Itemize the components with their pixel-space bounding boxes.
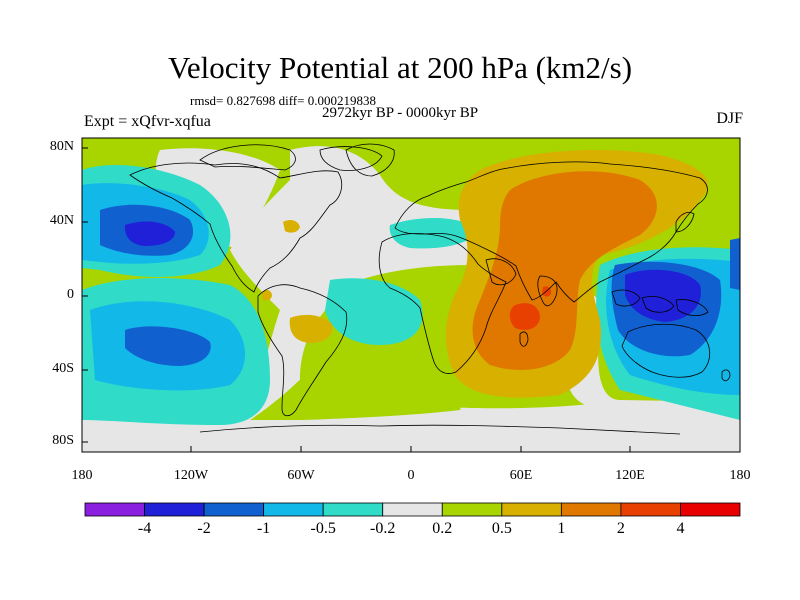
colorbar: [84, 502, 741, 517]
colorbar-swatch: [620, 502, 681, 517]
contour-field: [82, 138, 740, 452]
lon-label: 120E: [615, 468, 645, 483]
lat-label: 40N: [49, 213, 74, 228]
lat-label: 80N: [49, 139, 74, 154]
colorbar-label: 0.2: [432, 520, 453, 537]
lat-label: 80S: [52, 433, 74, 448]
positive-band-south: [250, 344, 464, 420]
season-label: DJF: [716, 110, 743, 127]
lat-label: 0: [67, 287, 74, 302]
colorbar-label: -1: [256, 520, 271, 537]
negative-east-edge: [730, 238, 740, 290]
positive-region-south-america: [289, 314, 333, 343]
stats-line: rmsd= 0.827698 diff= 0.000219838: [190, 93, 376, 108]
colorbar-swatch: [263, 502, 324, 517]
experiment-label: Expt = xQfvr-xqfua: [84, 113, 211, 130]
colorbar-label: -4: [137, 520, 152, 537]
colorbar-label: -0.2: [370, 520, 396, 537]
colorbar-swatch: [203, 502, 265, 517]
lon-ticks: [81, 446, 741, 452]
lon-label: 0: [407, 468, 415, 483]
core-negative-west-pacific: [625, 269, 701, 322]
core-positive-east-africa: [509, 303, 540, 330]
colorbar-label: 2: [616, 520, 625, 537]
lat-label: 40S: [52, 361, 74, 376]
lon-label: 120W: [173, 468, 209, 483]
stronger-negative-south-pacific: [125, 326, 211, 366]
lon-label: 60W: [287, 468, 315, 483]
colorbar-label: 0.5: [491, 520, 512, 537]
colorbar-label: -2: [197, 520, 211, 537]
period-label: 2972kyr BP - 0000kyr BP: [322, 105, 479, 121]
colorbar-swatch: [144, 502, 205, 517]
colorbar-swatch: [501, 502, 562, 517]
colorbar-swatch: [560, 502, 622, 517]
lon-label: 180: [729, 468, 751, 483]
near-zero-region-atlantic: [230, 146, 491, 420]
colorbar-swatch: [382, 502, 443, 517]
core-negative-north-pacific: [124, 221, 175, 246]
lon-label: 60E: [509, 468, 533, 483]
colorbar-label: 1: [557, 520, 566, 537]
positive-region-andes: [262, 289, 272, 301]
colorbar-swatch: [680, 502, 741, 517]
colorbar-swatch: [84, 502, 145, 517]
colorbar-label: -0.5: [310, 520, 336, 537]
lat-ticks: [82, 147, 88, 443]
colorbar-swatch: [441, 502, 503, 517]
near-zero-region-south: [82, 400, 740, 452]
lon-label: 180: [71, 468, 93, 483]
negative-region-atlantic-tropics: [325, 278, 423, 345]
coastlines: [129, 143, 731, 435]
colorbar-label: 4: [676, 520, 685, 537]
colorbar-swatch: [322, 502, 384, 517]
positive-region-north-atlantic: [283, 219, 300, 233]
chart-title: Velocity Potential at 200 hPa (km2/s): [167, 50, 633, 85]
